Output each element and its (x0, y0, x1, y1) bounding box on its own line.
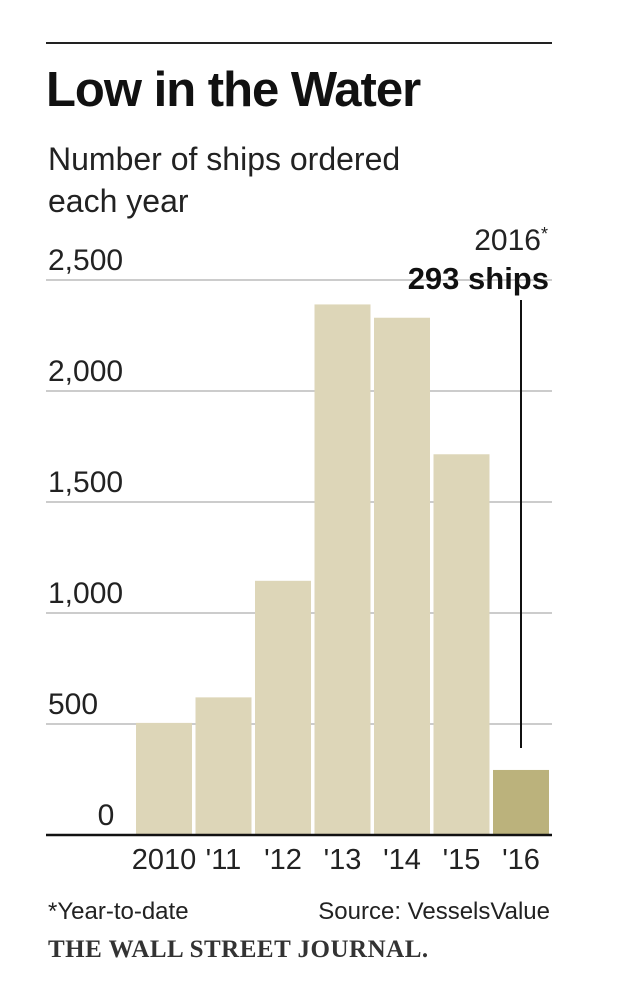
x-tick-label: '11 (206, 844, 242, 876)
x-tick-label: '15 (443, 844, 481, 876)
annotation-year: 2016* (474, 224, 548, 257)
chart-subtitle: Number of ships ordered each year (48, 141, 401, 219)
footnote: *Year-to-date (48, 898, 189, 925)
x-tick-label: '14 (383, 844, 421, 876)
y-tick-label: 1,000 (48, 577, 123, 610)
publisher-logo: THE WALL STREET JOURNAL. (48, 936, 429, 963)
bar (314, 304, 371, 835)
bar (433, 454, 490, 835)
bar (255, 580, 311, 835)
x-tick-label: 2010 (132, 844, 197, 876)
y-tick-label: 2,000 (48, 355, 123, 388)
y-tick-label: 0 (98, 799, 115, 832)
bar (374, 317, 430, 835)
source-note: Source: VesselsValue (318, 898, 550, 925)
bar (136, 722, 192, 835)
y-tick-label: 500 (48, 688, 98, 721)
y-tick-label: 1,500 (48, 466, 123, 499)
x-tick-label: '16 (502, 844, 540, 876)
x-tick-label: '13 (324, 844, 362, 876)
bar (493, 769, 549, 835)
bar (195, 697, 252, 835)
x-tick-label: '12 (264, 844, 302, 876)
chart-title: Low in the Water (46, 63, 421, 117)
y-tick-label: 2,500 (48, 244, 123, 277)
annotation-value: 293 ships (408, 261, 549, 296)
top-rule (46, 42, 552, 44)
